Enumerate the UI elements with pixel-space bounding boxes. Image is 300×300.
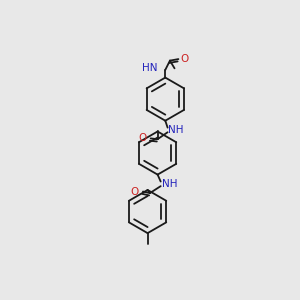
Text: NH: NH bbox=[168, 125, 184, 135]
Text: O: O bbox=[131, 187, 139, 196]
Text: O: O bbox=[180, 54, 188, 64]
Text: NH: NH bbox=[162, 179, 178, 189]
Text: HN: HN bbox=[142, 63, 158, 73]
Text: O: O bbox=[139, 134, 147, 143]
